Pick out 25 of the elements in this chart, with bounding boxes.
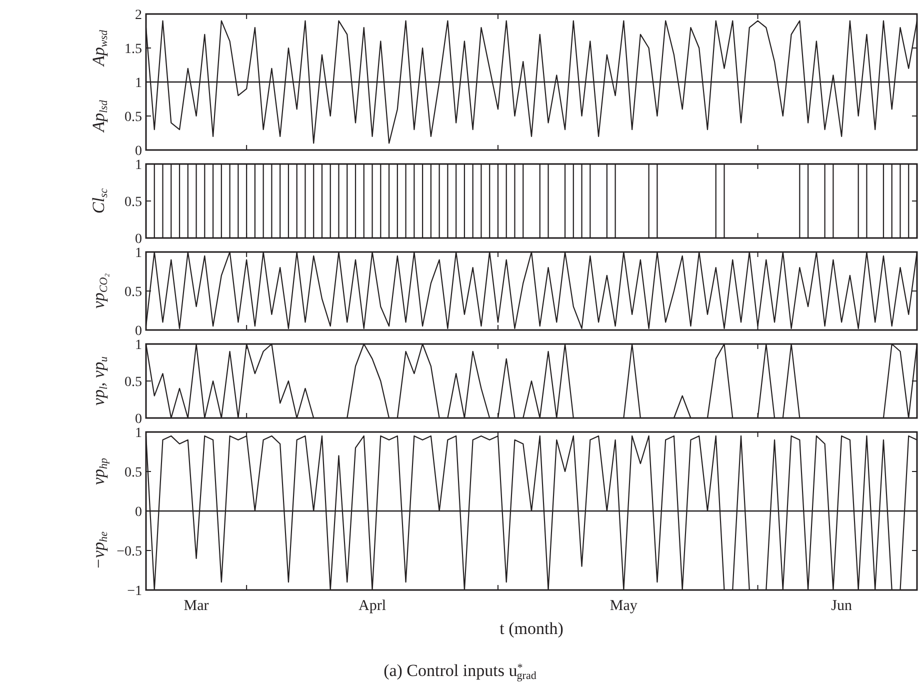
x-axis-title: t (month) [500, 619, 564, 638]
y-tick-label: 0 [135, 144, 142, 159]
y-tick-label: 0 [135, 504, 142, 520]
y-tick-label: 1 [135, 426, 142, 441]
y-tick-label: 1 [135, 76, 142, 91]
y-tick-label: 0.5 [124, 110, 142, 125]
y-tick-label: 0 [135, 412, 142, 427]
y-tick-label: 0.5 [124, 284, 142, 300]
x-tick-label: May [610, 598, 638, 614]
y-tick-label: 1 [135, 338, 142, 353]
line-series [145, 435, 918, 591]
y-tick-label: 1.5 [124, 42, 142, 57]
y-tick-label: 1 [135, 158, 142, 173]
y-tick-label: 0.5 [124, 374, 142, 390]
x-tick-label: Jun [831, 598, 852, 614]
y-tick-label: 0.5 [124, 465, 142, 480]
y-tick-label: 0.5 [124, 194, 142, 210]
y-tick-label: 2 [135, 8, 142, 23]
x-tick-label: Mar [184, 598, 209, 614]
y-tick-label: −0.5 [116, 544, 142, 560]
y-tick-label: 0 [135, 324, 142, 339]
x-tick-label: Aprl [358, 598, 386, 614]
y-tick-label: −1 [127, 584, 142, 599]
y-tick-label: 1 [135, 246, 142, 261]
y-tick-label: 0 [135, 232, 142, 247]
